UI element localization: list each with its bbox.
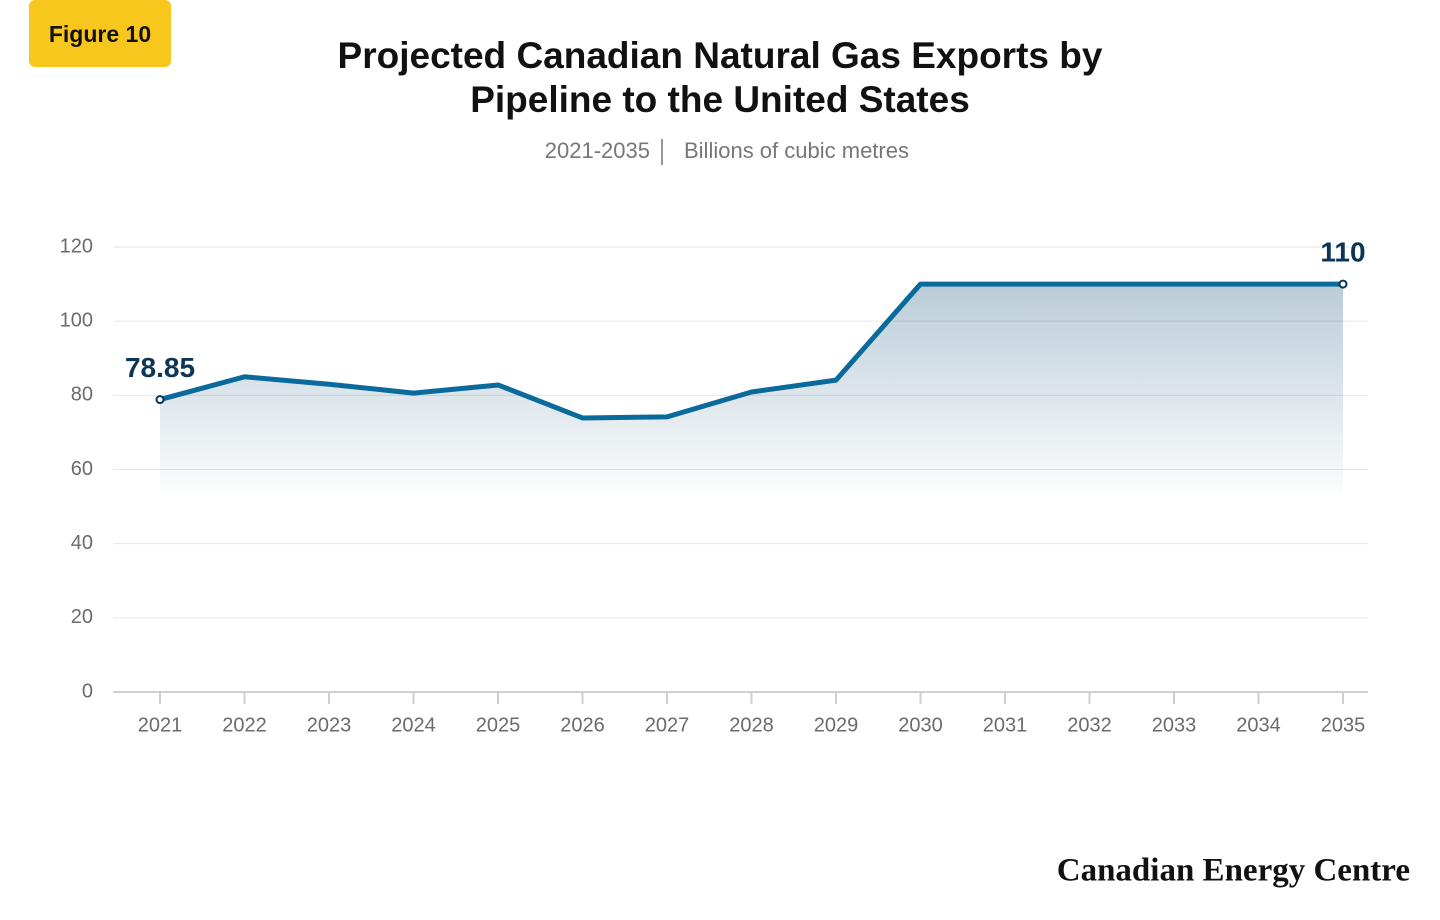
brand: Canadian Energy Centre	[1057, 853, 1410, 889]
value-label: 78.85	[125, 352, 195, 383]
y-tick-label: 100	[60, 309, 93, 331]
y-tick-label: 40	[71, 532, 93, 554]
x-tick-label: 2022	[222, 714, 267, 736]
end-marker	[155, 395, 165, 405]
x-tick-label: 2030	[898, 714, 943, 736]
y-tick-label: 120	[60, 235, 93, 257]
figure-label: Figure 10	[49, 21, 151, 47]
x-tick-label: 2033	[1152, 714, 1197, 736]
y-tick-label: 80	[71, 384, 93, 406]
x-tick-label: 2024	[391, 714, 436, 736]
x-tick-label: 2028	[729, 714, 774, 736]
x-tick-label: 2029	[814, 714, 859, 736]
x-tick-label: 2021	[138, 714, 183, 736]
y-tick-label: 20	[71, 606, 93, 628]
x-tick-label: 2031	[983, 714, 1028, 736]
data-line	[159, 281, 1343, 421]
area-fill	[160, 284, 1343, 692]
x-tick-label: 2032	[1067, 714, 1112, 736]
figure-badge	[29, 0, 171, 67]
y-tick-label: 60	[71, 458, 93, 480]
x-tick-label: 2023	[307, 714, 352, 736]
x-tick-label: 2025	[476, 714, 521, 736]
chart-title: Projected Canadian Natural Gas Exports b…	[338, 35, 1103, 76]
x-tick-label: 2034	[1236, 714, 1281, 736]
chart-title: Pipeline to the United States	[470, 79, 970, 120]
chart-subtitle: 2021-2035	[545, 138, 650, 163]
x-tick-label: 2027	[645, 714, 690, 736]
unit-label: Billions of cubic metres	[684, 138, 909, 163]
x-tick-label: 2035	[1321, 714, 1366, 736]
x-tick-label: 2026	[560, 714, 605, 736]
end-marker	[1338, 279, 1348, 289]
y-tick-label: 0	[82, 680, 93, 702]
value-label: 110	[1320, 236, 1365, 267]
